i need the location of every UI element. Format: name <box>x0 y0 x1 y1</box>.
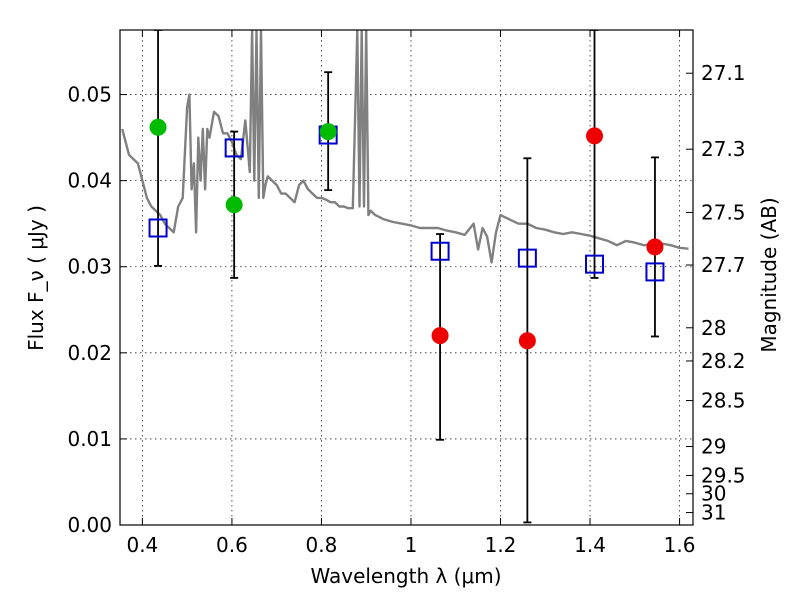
observed-point-green <box>149 118 167 136</box>
observed-point-red <box>518 332 536 350</box>
x-tick-label: 0.4 <box>126 533 158 557</box>
y-tick-label: 0.03 <box>67 255 112 279</box>
x-tick-label: 0.8 <box>306 533 338 557</box>
model-point-square <box>224 138 244 158</box>
x-tick-label: 1 <box>405 533 418 557</box>
y-tick-label: 0.02 <box>67 341 112 365</box>
model-point-square <box>645 262 665 282</box>
y-tick-label: 0.05 <box>67 83 112 107</box>
right-tick-label: 31 <box>701 501 726 525</box>
y-axis-title: Flux F_ν ( μJy ) <box>24 205 48 351</box>
x-tick-label: 1.4 <box>574 533 606 557</box>
model-point-square <box>148 218 168 238</box>
x-tick-label: 0.6 <box>216 533 248 557</box>
observed-point-red <box>586 127 604 145</box>
plot-area <box>121 30 689 524</box>
x-tick-label: 1.2 <box>485 533 517 557</box>
observed-point-red <box>431 327 449 345</box>
right-tick-label: 28.5 <box>701 389 746 413</box>
model-spectrum-line <box>121 30 689 264</box>
right-tick-label: 27.1 <box>701 61 746 85</box>
x-tick-label: 1.6 <box>664 533 696 557</box>
right-tick-label: 27.3 <box>701 137 746 161</box>
right-tick-label: 29 <box>701 434 726 458</box>
right-tick-label: 27.5 <box>701 200 746 224</box>
model-point-square <box>517 248 537 268</box>
model-point-square <box>430 241 450 261</box>
model-point-square <box>585 254 605 274</box>
right-tick-label: 30 <box>701 482 726 506</box>
y-tick-label: 0.04 <box>67 169 112 193</box>
right-tick-label: 27.7 <box>701 253 746 277</box>
right-axis-title: Magnitude (AB) <box>757 197 781 352</box>
observed-point-green <box>225 196 243 214</box>
right-tick-label: 29.5 <box>701 463 746 487</box>
observed-point-red <box>646 238 664 256</box>
plot-frame <box>119 29 694 526</box>
axes: 0.4 0.6 0.8 1 1.2 1.4 1.6 0.00 0.01 0.02 0.03 0.04 0… <box>67 30 746 557</box>
right-tick-label: 28.2 <box>701 349 746 373</box>
observed-point-green <box>319 123 337 141</box>
right-tick-label: 28 <box>701 316 726 340</box>
plot-background <box>120 30 693 525</box>
y-tick-label: 0.01 <box>67 427 112 451</box>
y-tick-label: 0.00 <box>67 513 112 537</box>
x-axis-title: Wavelength λ (μm) <box>310 564 501 588</box>
